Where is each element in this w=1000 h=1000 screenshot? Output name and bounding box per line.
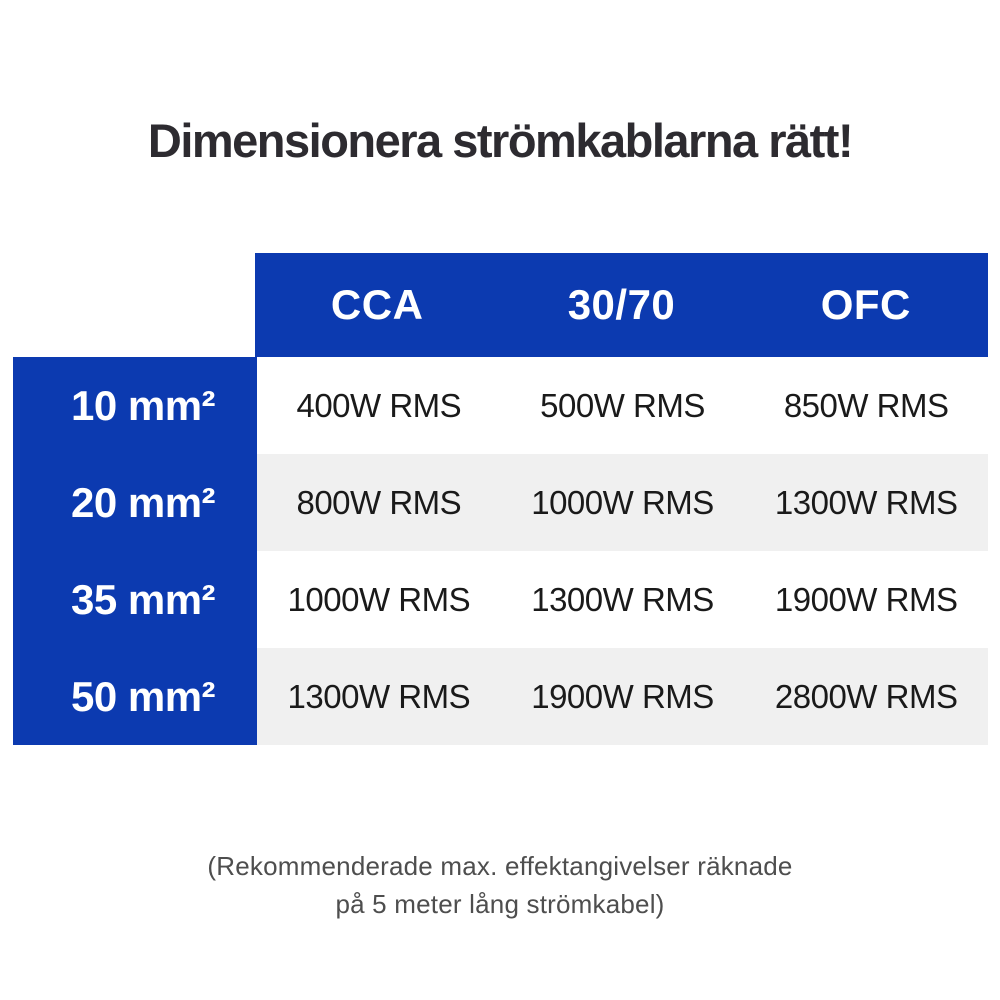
row-header-35mm2: 35 mm² [70, 575, 216, 623]
table-cell: 500W RMS [540, 386, 705, 424]
table-cell: 1000W RMS [531, 483, 714, 521]
table-cell: 1300W RMS [287, 677, 471, 715]
footnote: (Rekommenderade max. effektangivelser rä… [0, 847, 1000, 923]
row-header-50mm2: 50 mm² [70, 672, 216, 720]
row-header-20mm2: 20 mm² [70, 478, 216, 526]
column-header-cca: CCA [330, 281, 424, 328]
table-cell: 1000W RMS [287, 580, 471, 618]
table-cell: 1900W RMS [531, 677, 714, 715]
table-cell: 850W RMS [783, 386, 949, 424]
table-row: 400W RMS 500W RMS 850W RMS [257, 357, 988, 454]
table-cell: 800W RMS [296, 483, 462, 521]
page-title: Dimensionera strömkablarna rätt! [147, 114, 854, 167]
table-cell: 400W RMS [296, 386, 462, 424]
table-row: 800W RMS 1000W RMS 1300W RMS [257, 454, 988, 551]
column-header-3070: 30/70 [567, 281, 676, 328]
column-header-ofc: OFC [820, 281, 911, 328]
table-row: 1300W RMS 1900W RMS 2800W RMS [257, 648, 988, 745]
table-cell: 1300W RMS [531, 580, 714, 618]
table-cell: 1900W RMS [774, 580, 958, 618]
row-header-column: 10 mm² 20 mm² 35 mm² 50 mm² [13, 357, 257, 745]
table-body: 400W RMS 500W RMS 850W RMS 800W RMS 1000… [257, 357, 988, 745]
table-cell: 2800W RMS [774, 677, 958, 715]
row-header-10mm2: 10 mm² [70, 381, 216, 429]
table-row: 1000W RMS 1300W RMS 1900W RMS [257, 551, 988, 648]
footnote-line-1: (Rekommenderade max. effektangivelser rä… [207, 851, 793, 881]
table-header-row: CCA 30/70 OFC [255, 253, 988, 357]
footnote-line-2: på 5 meter lång strömkabel) [335, 889, 665, 919]
table-cell: 1300W RMS [774, 483, 958, 521]
